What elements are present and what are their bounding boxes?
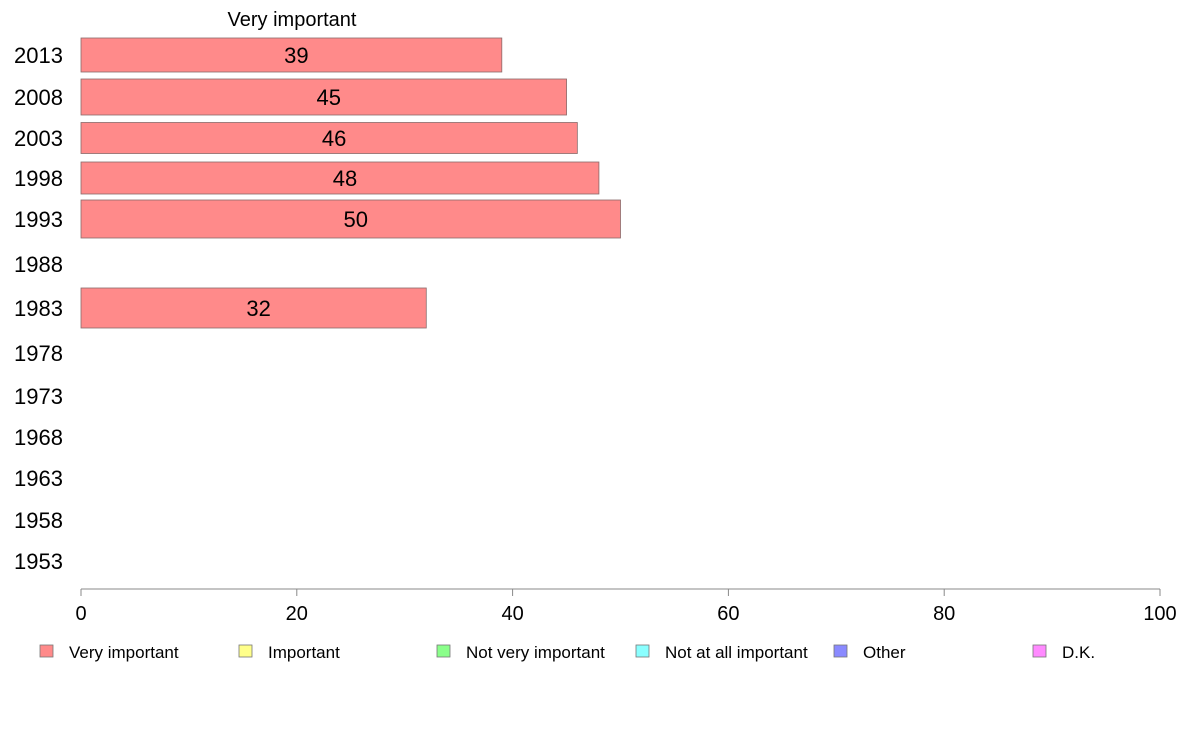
bar bbox=[80, 161, 600, 195]
legend-label: Not at all important bbox=[665, 643, 808, 662]
legend-label: Not very important bbox=[466, 643, 605, 662]
bar bbox=[80, 199, 621, 239]
y-tick-label: 1973 bbox=[14, 384, 63, 409]
y-tick-label: 1968 bbox=[14, 425, 63, 450]
y-tick-label: 1963 bbox=[14, 466, 63, 491]
x-tick-label: 0 bbox=[75, 603, 86, 625]
bar bbox=[80, 122, 578, 154]
y-tick-label: 1953 bbox=[14, 549, 63, 574]
x-tick-label: 80 bbox=[933, 603, 955, 625]
bar-value-label: 50 bbox=[344, 207, 368, 232]
bar bbox=[80, 37, 503, 73]
y-axis-labels: 2013 2008 2003 1998 1993 1988 1983 1978 1973 1968… bbox=[14, 43, 63, 574]
legend-label: Other bbox=[863, 643, 906, 662]
y-tick-label: 2008 bbox=[14, 85, 63, 110]
x-axis: 0 20 40 60 80 100 bbox=[75, 588, 1177, 625]
x-tick-label: 20 bbox=[286, 603, 308, 625]
legend-swatch bbox=[635, 644, 650, 658]
legend-swatch bbox=[1032, 644, 1047, 658]
legend-label: Very important bbox=[69, 643, 179, 662]
bar bbox=[80, 287, 427, 329]
bar-value-label: 46 bbox=[322, 126, 346, 151]
legend-swatch bbox=[39, 644, 54, 658]
legend-swatch bbox=[833, 644, 848, 658]
legend-label: D.K. bbox=[1062, 643, 1095, 662]
x-tick-label: 100 bbox=[1143, 603, 1176, 625]
bar bbox=[80, 78, 567, 116]
bar-value-label: 39 bbox=[284, 43, 308, 68]
chart-title: Very important bbox=[228, 9, 357, 31]
y-tick-label: 1988 bbox=[14, 252, 63, 277]
bar-value-label: 48 bbox=[333, 166, 357, 191]
y-tick-label: 1958 bbox=[14, 508, 63, 533]
bar-value-label: 45 bbox=[317, 85, 341, 110]
bars: 39 45 46 48 50 32 bbox=[80, 37, 621, 329]
legend-swatch bbox=[436, 644, 451, 658]
x-tick-label: 60 bbox=[717, 603, 739, 625]
y-tick-label: 2003 bbox=[14, 126, 63, 151]
bar-value-label: 32 bbox=[246, 296, 270, 321]
y-tick-label: 1983 bbox=[14, 296, 63, 321]
legend-swatch bbox=[238, 644, 253, 658]
x-tick-label: 40 bbox=[501, 603, 523, 625]
legend: Very important Important Not very importan… bbox=[39, 643, 1095, 662]
y-tick-label: 2013 bbox=[14, 43, 63, 68]
y-tick-label: 1978 bbox=[14, 341, 63, 366]
y-tick-label: 1998 bbox=[14, 166, 63, 191]
legend-label: Important bbox=[268, 643, 340, 662]
y-tick-label: 1993 bbox=[14, 207, 63, 232]
